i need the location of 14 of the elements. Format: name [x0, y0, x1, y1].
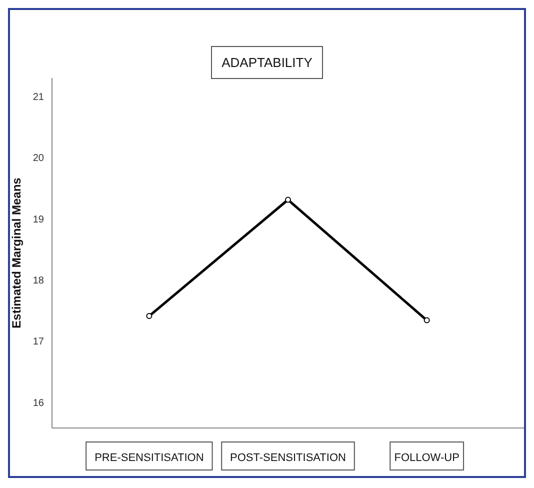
y-tick-label: 20 [32, 153, 44, 164]
y-tick-label: 19 [32, 214, 44, 226]
y-tick-label: 16 [32, 398, 44, 409]
x-tick-label: POST-SENSITISATION [230, 452, 346, 464]
y-tick-label: 17 [32, 336, 44, 348]
chart-title: ADAPTABILITY [210, 46, 324, 79]
point [285, 196, 291, 203]
point [424, 317, 430, 324]
x-tick-label: PRE-SENSITISATION [94, 452, 204, 464]
y-axis-title: Estimated Marginal Means [9, 177, 24, 328]
y-tick-label: 18 [32, 275, 44, 286]
x-tick-label: FOLLOW-UP [394, 452, 460, 464]
y-tick-label: 21 [32, 92, 44, 103]
point [146, 313, 152, 320]
